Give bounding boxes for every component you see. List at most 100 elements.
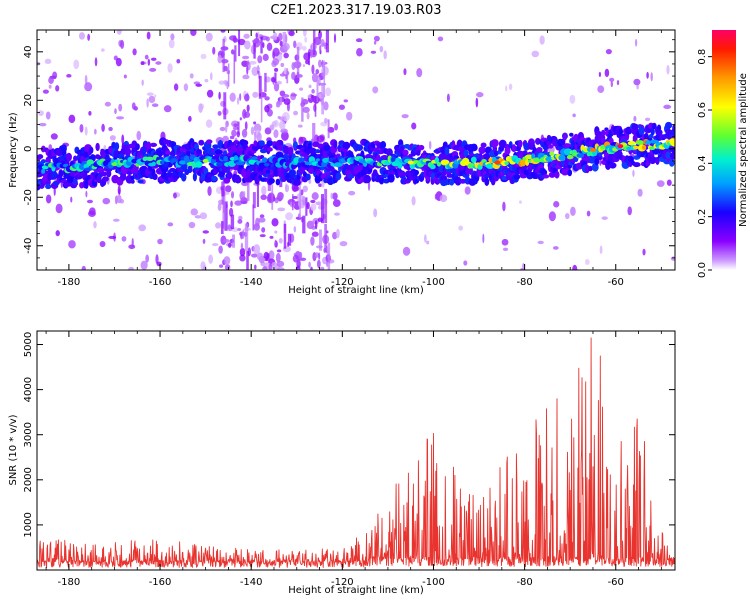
colorbar: 0.0 0.2 0.4 0.6 0.8 Normalized spectral ampl… — [697, 30, 749, 278]
spectrogram-noise-cell — [597, 85, 605, 93]
spectrogram-noise-cell — [636, 84, 639, 90]
spectrogram-noise-cell — [379, 45, 384, 53]
spectrogram-band-cell — [655, 129, 663, 136]
spectrogram-noise-cell — [55, 85, 60, 92]
spectrogram-noise-cell — [244, 40, 251, 50]
spectrogram-xtick-label: -120 — [331, 277, 354, 288]
spectrogram-band-cell — [135, 143, 140, 151]
spectrogram-band-cell — [414, 178, 420, 184]
spectrogram-streak — [325, 30, 329, 53]
spectrogram-noise-cell — [150, 57, 157, 61]
spectrogram-noise-cell — [79, 123, 84, 133]
spectrogram-noise-cell — [627, 206, 632, 216]
spectrogram-noise-cell — [428, 140, 432, 150]
snr-ytick-label: 4000 — [23, 377, 34, 402]
spectrogram-streak — [312, 122, 316, 148]
spectrogram-streak — [223, 92, 227, 120]
spectrogram-noise-cell — [272, 32, 278, 41]
spectrogram-core-cell — [485, 163, 495, 170]
spectrogram-noise-cell — [632, 169, 635, 177]
spectrogram-noise-cell — [531, 50, 540, 58]
spectrogram-noise-cell — [253, 121, 257, 125]
spectrogram-streak — [292, 194, 294, 211]
spectrogram-noise-cell — [242, 108, 247, 119]
spectrogram-noise-cell — [225, 185, 232, 193]
spectrogram-noise-cell — [108, 235, 117, 239]
spectrogram-noise-cell — [118, 103, 123, 112]
spectrogram-noise-cell — [273, 129, 279, 139]
spectrogram-noise-cell — [272, 58, 280, 66]
spectrogram-noise-cell — [370, 50, 377, 54]
spectrogram-noise-cell — [250, 126, 255, 136]
spectrogram-noise-cell — [650, 72, 653, 82]
spectrogram-core-cell — [178, 160, 187, 165]
spectrogram-noise-cell — [261, 227, 266, 233]
spectrogram-noise-cell — [403, 68, 407, 76]
spectrogram-band-cell — [415, 149, 421, 156]
spectrogram-noise-cell — [246, 104, 250, 112]
spectrogram-streak — [233, 52, 236, 84]
spectrogram-core-cell — [627, 140, 636, 146]
spectrogram-noise-cell — [140, 260, 148, 270]
spectrogram-noise-cell — [570, 206, 576, 217]
spectrogram-noise-cell — [285, 184, 290, 193]
spectrogram-noise-cell — [148, 95, 156, 104]
spectrogram-noise-cell — [240, 242, 244, 250]
spectrogram-noise-cell — [113, 218, 120, 222]
spectrogram-band-cell — [114, 142, 120, 151]
spectrogram-core-cell — [41, 168, 46, 174]
spectrogram-core-cell — [549, 151, 555, 156]
spectrogram-noise-cell — [242, 74, 250, 80]
spectrogram-noise-cell — [666, 64, 670, 75]
snr-xlabel: Height of straight line (km) — [288, 585, 424, 596]
spectrogram-band-cell — [665, 129, 673, 134]
spectrogram-ytick-label: 20 — [23, 94, 34, 107]
spectrogram-band-cell — [638, 126, 645, 136]
spectrogram-noise-cell — [348, 190, 356, 196]
spectrogram-noise-cell — [670, 256, 675, 261]
spectrogram-band-cell — [212, 144, 220, 149]
spectrogram-band-cell — [518, 139, 523, 148]
spectrogram-band-cell — [106, 169, 112, 178]
spectrogram-noise-cell — [229, 92, 236, 102]
spectrogram-noise-cell — [277, 116, 281, 120]
spectrogram-noise-cell — [256, 132, 262, 142]
spectrogram-band-cell — [547, 144, 554, 149]
spectrogram-noise-cell — [311, 225, 316, 230]
spectrogram-noise-cell — [219, 264, 224, 268]
spectrogram-core-cell — [644, 140, 652, 145]
spectrogram-noise-cell — [120, 39, 125, 49]
spectrogram-band-cell — [137, 179, 144, 184]
spectrogram-streak — [221, 181, 225, 197]
spectrogram-noise-cell — [204, 78, 209, 83]
spectrogram-noise-cell — [117, 185, 121, 195]
spectrogram-noise-cell — [278, 120, 286, 130]
spectrogram-core-cell — [635, 140, 645, 145]
spectrogram-noise-cell — [205, 32, 213, 42]
spectrogram-noise-cell — [215, 222, 222, 229]
spectrogram-noise-cell — [601, 216, 608, 220]
spectrogram-noise-cell — [313, 36, 322, 46]
spectrogram-noise-cell — [302, 45, 307, 51]
spectrogram-noise-cell — [252, 91, 259, 98]
spectrogram-heatmap — [37, 30, 675, 270]
spectrogram-band-cell — [569, 132, 574, 137]
spectrogram-band-cell — [402, 149, 409, 156]
spectrogram-noise-cell — [257, 55, 263, 64]
spectrogram-band-cell — [61, 144, 67, 153]
spectrogram-noise-cell — [206, 89, 214, 98]
spectrogram-noise-cell — [45, 194, 52, 204]
spectrogram-streak — [224, 201, 228, 231]
spectrogram-band-cell — [432, 168, 440, 173]
spectrogram-noise-cell — [101, 48, 105, 52]
spectrogram-noise-cell — [146, 98, 149, 108]
spectrogram-band-cell — [266, 147, 273, 152]
spectrogram-band-cell — [541, 169, 548, 176]
snr-ylabel: SNR (10 * v/v) — [8, 414, 19, 485]
spectrogram-noise-cell — [104, 101, 111, 107]
spectrogram-band-cell — [484, 177, 490, 187]
spectrogram-noise-cell — [332, 231, 338, 240]
spectrogram-band-cell — [588, 165, 593, 172]
spectrogram-streak — [247, 172, 250, 201]
spectrogram-noise-cell — [68, 114, 76, 124]
